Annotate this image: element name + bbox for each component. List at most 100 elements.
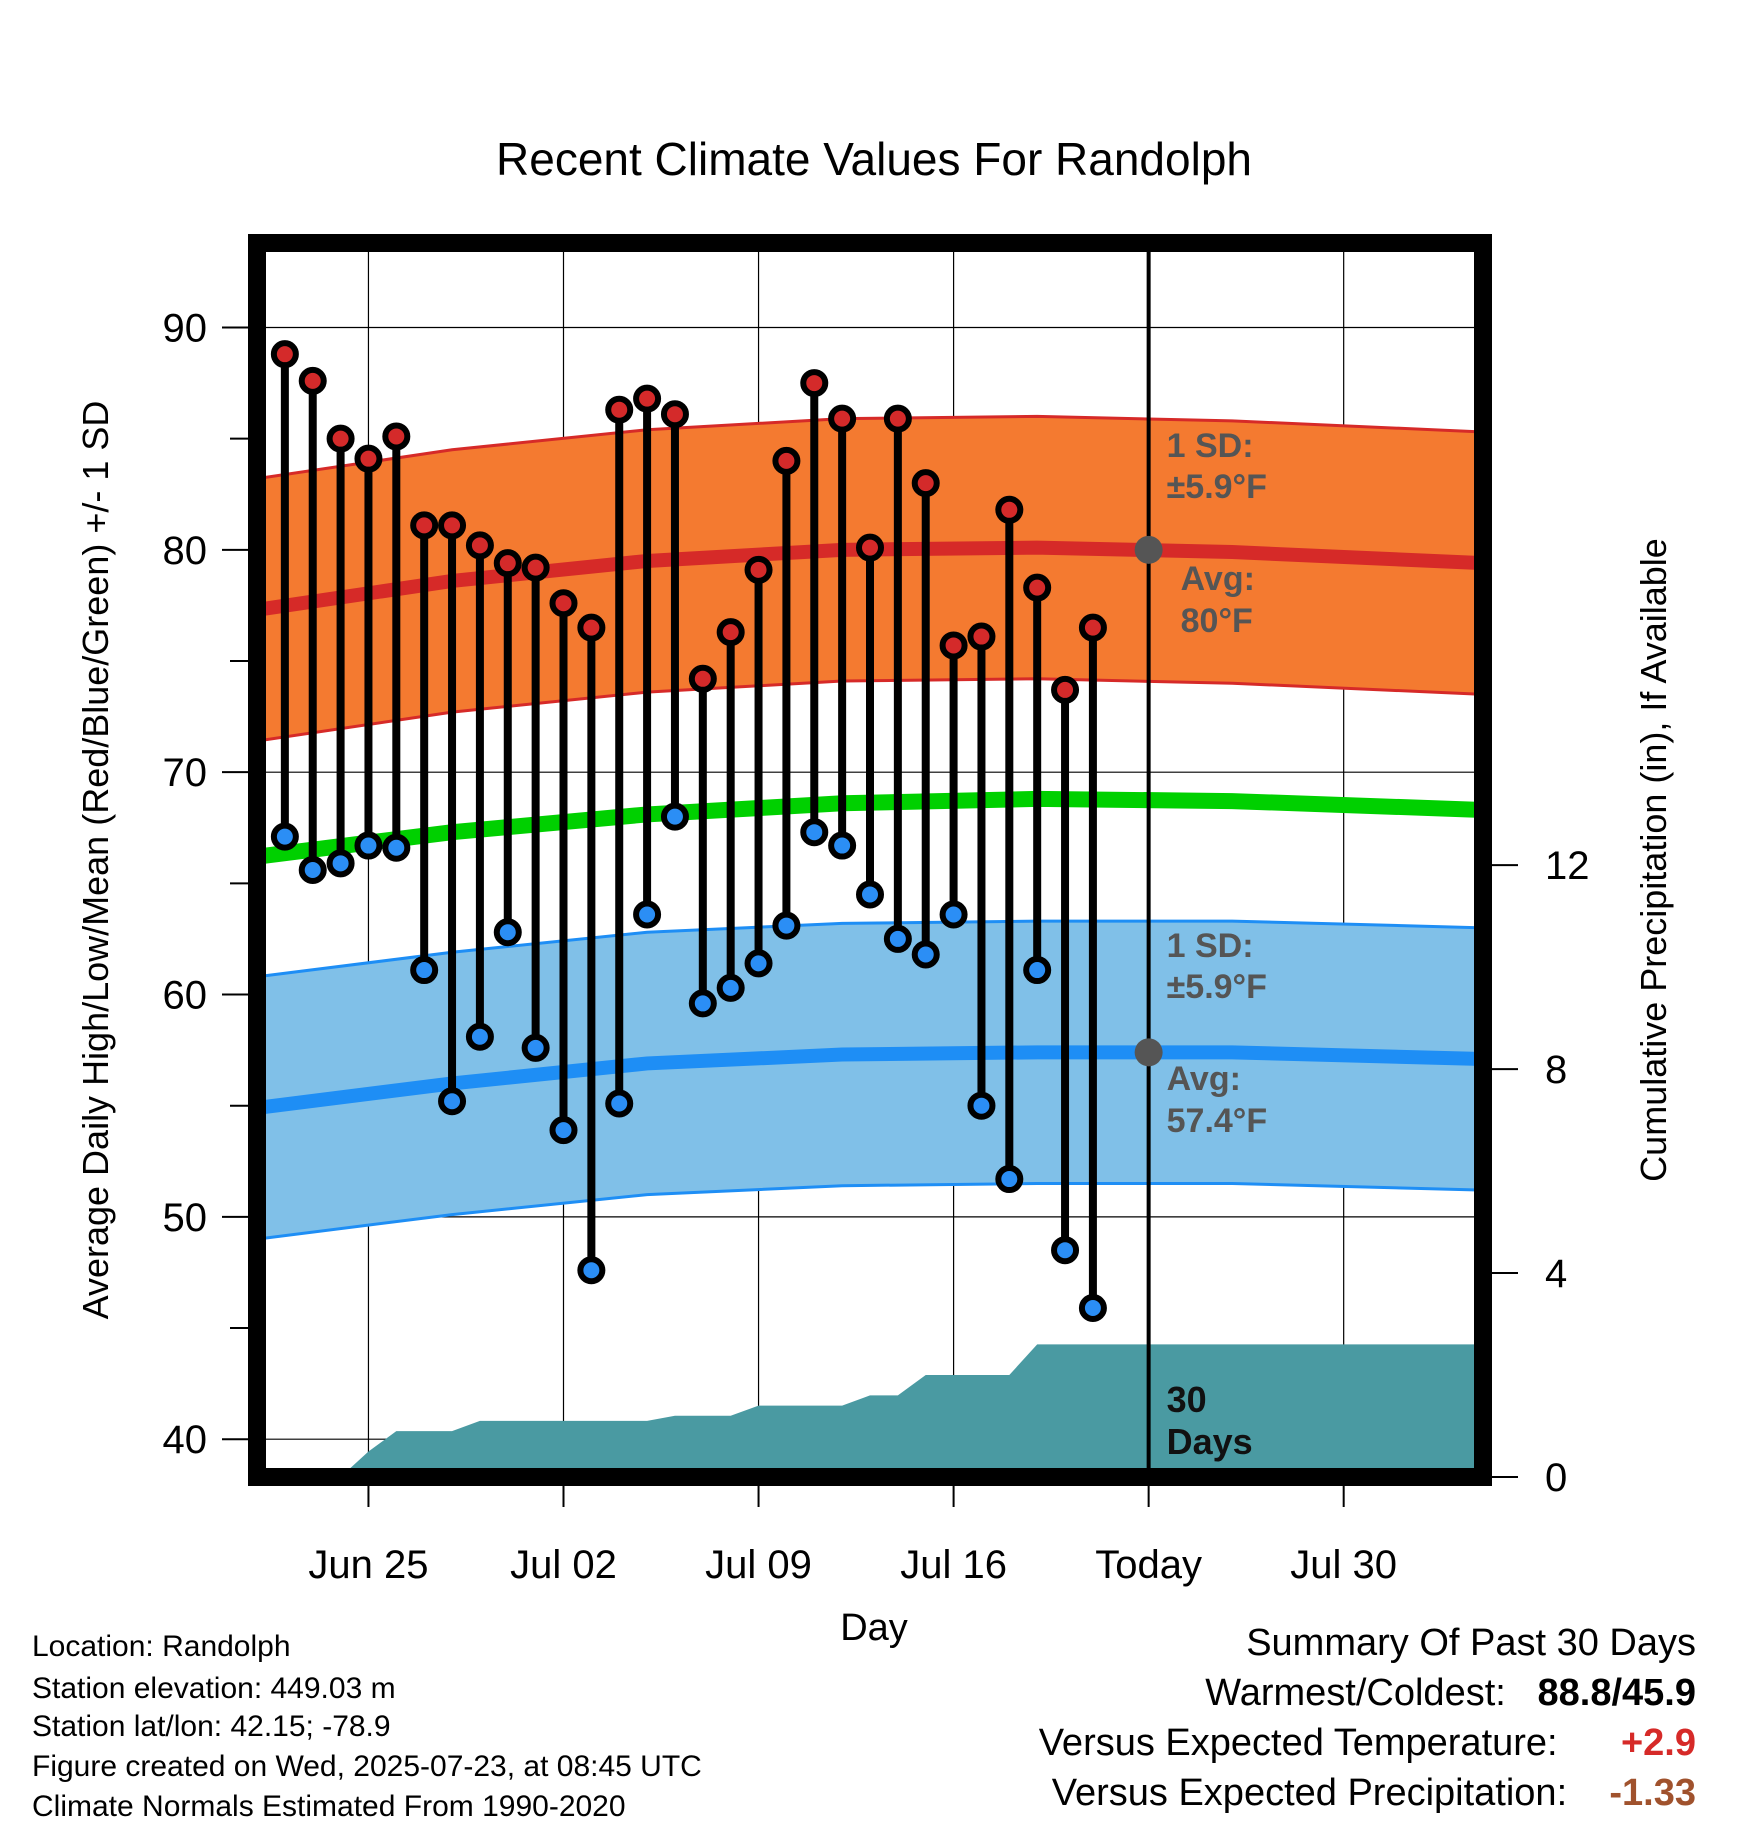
daily-high-point — [911, 469, 940, 498]
daily-low-point — [1023, 956, 1052, 985]
summary-precip-value: -1.33 — [1609, 1772, 1696, 1814]
summary-title-text: Summary Of Past 30 Days — [1246, 1622, 1696, 1664]
daily-low-point — [967, 1091, 996, 1120]
chart-title: Recent Climate Values For Randolph — [496, 133, 1252, 185]
daily-high-point — [1078, 613, 1107, 642]
daily-low-point — [716, 973, 745, 1002]
info-created: Figure created on Wed, 2025-07-23, at 08… — [32, 1750, 702, 1783]
y-tick-label-right: 4 — [1545, 1252, 1567, 1296]
daily-high-point — [521, 553, 550, 582]
info-normals: Climate Normals Estimated From 1990-2020 — [32, 1790, 626, 1823]
daily-high-point — [438, 511, 467, 540]
high-avg-label: Avg: — [1181, 560, 1255, 598]
plot-contents — [257, 243, 1483, 1477]
daily-high-point — [772, 446, 801, 475]
daily-low-point — [410, 956, 439, 985]
daily-high-point — [410, 511, 439, 540]
y-tick-label-left: 60 — [163, 974, 208, 1018]
x-tick-label: Jul 09 — [705, 1543, 812, 1587]
daily-high-point — [800, 369, 829, 398]
info-location: Location: Randolph — [32, 1630, 291, 1663]
high-sd-value: ±5.9°F — [1167, 468, 1267, 506]
summary-precip: Versus Expected Precipitation: -1.33 — [1052, 1772, 1696, 1815]
daily-high-point — [967, 622, 996, 651]
precip-days-label: 30 — [1167, 1379, 1207, 1420]
y-tick-label-left: 50 — [163, 1196, 208, 1240]
x-tick-label: Jul 30 — [1290, 1543, 1397, 1587]
summary-warmest: Warmest/Coldest: 88.8/45.9 — [1205, 1672, 1696, 1715]
daily-low-point — [438, 1087, 467, 1116]
x-tick-label: Jul 02 — [510, 1543, 617, 1587]
high-sd-label: 1 SD: — [1167, 427, 1254, 465]
daily-high-point — [828, 404, 857, 433]
daily-low-point — [688, 989, 717, 1018]
summary-warmest-label: Warmest/Coldest: — [1205, 1672, 1506, 1714]
daily-high-point — [688, 664, 717, 693]
daily-low-point — [465, 1022, 494, 1051]
daily-low-point — [828, 831, 857, 860]
y-tick-label-right: 0 — [1545, 1456, 1567, 1500]
plot-frame — [248, 234, 1492, 1486]
low-avg-label: Avg: — [1167, 1060, 1241, 1098]
daily-high-point — [744, 555, 773, 584]
daily-high-point — [354, 444, 383, 473]
daily-low-point — [549, 1116, 578, 1145]
daily-low-point — [521, 1033, 550, 1062]
daily-low-point — [995, 1165, 1024, 1194]
x-tick-label: Jun 25 — [308, 1543, 428, 1587]
daily-low-point — [298, 856, 327, 885]
daily-low-point — [800, 818, 829, 847]
low-avg-value: 57.4°F — [1167, 1102, 1268, 1140]
daily-low-point — [382, 833, 411, 862]
daily-low-point — [605, 1089, 634, 1118]
daily-low-point — [326, 849, 355, 878]
summary-title: Summary Of Past 30 Days — [1246, 1622, 1696, 1665]
daily-low-point — [883, 924, 912, 953]
y-tick-label-left: 70 — [163, 751, 208, 795]
daily-high-point — [883, 404, 912, 433]
daily-high-point — [1051, 675, 1080, 704]
today-high-normal-marker — [1134, 535, 1163, 564]
daily-high-point — [605, 395, 634, 424]
daily-low-point — [270, 822, 299, 851]
daily-low-point — [660, 802, 689, 831]
daily-high-point — [382, 422, 411, 451]
high-avg-value: 80°F — [1181, 602, 1253, 640]
daily-high-point — [465, 531, 494, 560]
y-tick-label-right: 8 — [1545, 1048, 1567, 1092]
daily-high-point — [577, 613, 606, 642]
x-tick-label: Today — [1095, 1543, 1202, 1587]
daily-low-point — [1051, 1236, 1080, 1265]
low-sd-value: ±5.9°F — [1167, 968, 1267, 1006]
daily-high-point — [939, 631, 968, 660]
summary-temp: Versus Expected Temperature: +2.9 — [1039, 1722, 1696, 1765]
daily-high-point — [493, 549, 522, 578]
daily-low-point — [856, 880, 884, 909]
daily-high-point — [856, 533, 884, 562]
summary-warmest-value: 88.8/45.9 — [1537, 1672, 1696, 1714]
daily-high-point — [326, 424, 355, 453]
daily-high-point — [633, 384, 662, 413]
daily-high-point — [298, 366, 327, 395]
daily-high-point — [716, 618, 745, 647]
x-tick-label: Jul 16 — [900, 1543, 1007, 1587]
daily-low-point — [744, 949, 773, 978]
daily-low-point — [939, 900, 968, 929]
daily-low-point — [911, 940, 940, 969]
y-axis-label-left: Average Daily High/Low/Mean (Red/Blue/Gr… — [75, 401, 116, 1320]
info-elevation: Station elevation: 449.03 m — [32, 1672, 396, 1705]
low-sd-lower-edge — [257, 1182, 1483, 1241]
daily-low-point — [493, 918, 522, 947]
y-tick-label-left: 80 — [163, 529, 208, 573]
daily-high-point — [995, 495, 1024, 524]
info-latlon: Station lat/lon: 42.15; -78.9 — [32, 1710, 391, 1743]
precip-days-label-2: Days — [1167, 1421, 1253, 1462]
y-tick-label-left: 40 — [163, 1418, 208, 1462]
summary-precip-label: Versus Expected Precipitation: — [1051, 1772, 1568, 1814]
summary-temp-label: Versus Expected Temperature: — [1038, 1722, 1558, 1764]
today-low-normal-marker — [1134, 1038, 1163, 1067]
daily-low-point — [354, 831, 383, 860]
daily-high-point — [660, 400, 689, 429]
